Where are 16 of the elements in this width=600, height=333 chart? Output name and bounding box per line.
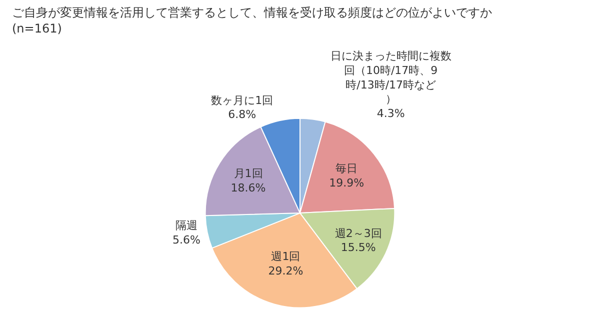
slice-label: 週1回 (271, 250, 300, 264)
data-label: 6.8% (228, 108, 256, 122)
text: (n=161) (12, 21, 62, 36)
data-label: 18.6% (230, 181, 266, 194)
data-label: 4.3% (376, 106, 405, 120)
chart-title: ご自身が変更情報を活用して営業するとして、情報を受け取る頻度はどの位がよいですか (12, 6, 492, 20)
slice-label: 週2～3回 (334, 226, 382, 240)
slice-label: 数ヶ月に1回 (211, 94, 274, 107)
data-label: 19.9% (329, 176, 364, 190)
slice-label: 月1回 (234, 167, 263, 180)
data-label: 5.6% (172, 233, 200, 246)
slice-label: 毎日 (336, 162, 358, 176)
data-label: 29.2% (268, 264, 304, 278)
data-label: 15.5% (340, 241, 376, 254)
slice-label: 隔週 (175, 219, 198, 232)
slice-label: 日に決まった時間に複数回（10時/17時、9時/13時/17時など） (330, 50, 452, 106)
